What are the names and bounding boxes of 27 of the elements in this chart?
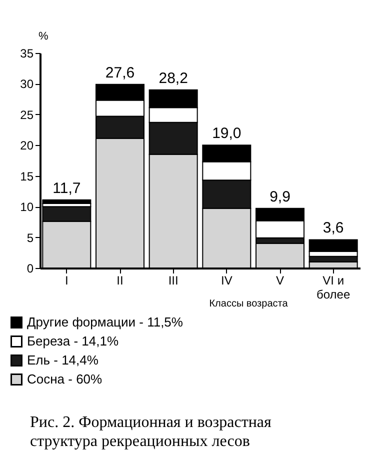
y-tick-label: 0 [26, 262, 34, 276]
y-tick-label: 5 [26, 230, 34, 245]
y-tick-label: 15 [20, 169, 34, 184]
x-axis-title: Классы возраста [209, 298, 288, 310]
annotation: 9,9 [270, 188, 290, 206]
annotation: 3,6 [322, 220, 344, 237]
y-tick-label: 20 [20, 138, 34, 153]
y-tick-label: 25 [20, 108, 34, 122]
x-tick-label: VI и более [316, 274, 350, 302]
x-tick-label: II [116, 274, 124, 288]
annotation: 11,7 [52, 180, 81, 197]
x-tick-label: I [64, 274, 68, 288]
legend-label: Ель - 14,4% [27, 352, 99, 368]
x-tick-label: III [168, 274, 178, 288]
y-tick-label: 35 [20, 46, 34, 60]
text: Рис. 2. Формационная и возрастная структура рекреационных лесов [30, 413, 272, 450]
annotation: 27,6 [105, 64, 135, 82]
y-tick-label: 10 [20, 200, 34, 214]
legend-label: Сосна - 60% [27, 372, 103, 386]
y-axis-title: % [38, 30, 48, 42]
x-tick-label: V [276, 274, 284, 288]
legend-label: Другие формации - 11,5% [27, 314, 184, 330]
legend-label: Береза - 14,1% [27, 334, 119, 348]
annotation: 28,2 [158, 70, 188, 87]
annotation: 19,0 [212, 125, 242, 142]
y-tick-label: 30 [20, 77, 34, 92]
x-tick-label: IV [220, 274, 232, 288]
